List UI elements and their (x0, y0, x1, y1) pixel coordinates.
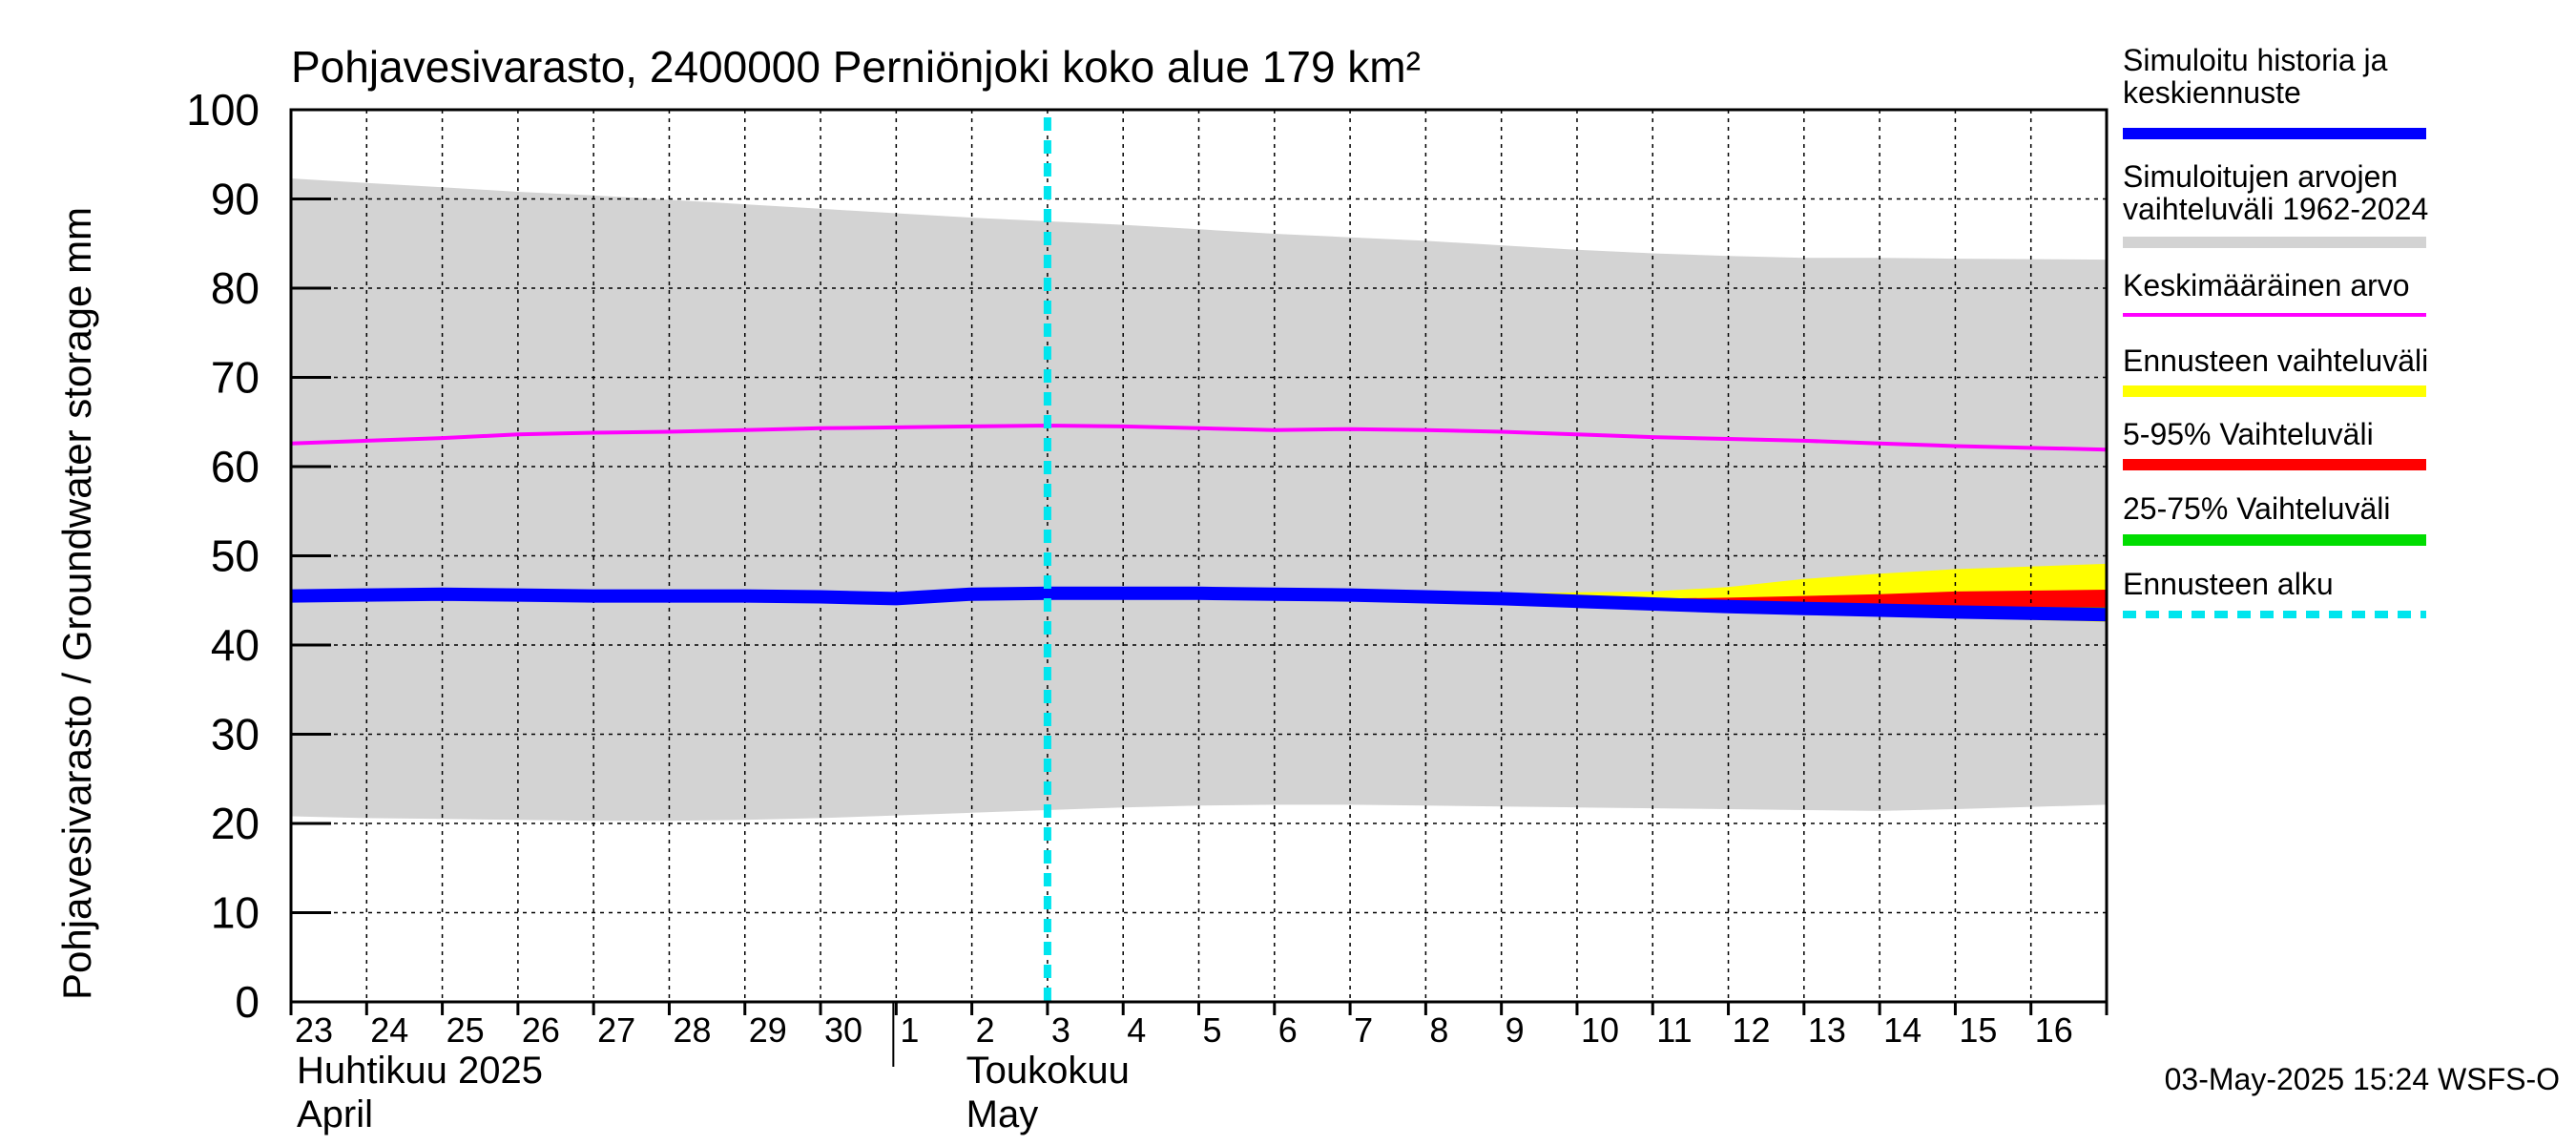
x-tick-label: 6 (1278, 1010, 1298, 1050)
line-layer (290, 117, 2108, 1002)
legend-label: Ennusteen alku (2123, 567, 2334, 601)
x-tick-label: 3 (1051, 1010, 1070, 1050)
x-tick-label: 9 (1506, 1010, 1525, 1050)
legend-label: 25-75% Vaihteluväli (2123, 491, 2390, 526)
x-tick-label: 10 (1581, 1010, 1619, 1050)
x-tick-label: 27 (597, 1010, 635, 1050)
y-tick-label: 80 (211, 263, 260, 313)
y-axis-label: Pohjavesivarasto / Groundwater storage m… (54, 207, 99, 1000)
legend-label: 5-95% Vaihteluväli (2123, 417, 2374, 451)
x-tick-label: 2 (976, 1010, 995, 1050)
x-tick-label: 8 (1429, 1010, 1448, 1050)
x-tick-label: 12 (1733, 1010, 1771, 1050)
x-tick-label: 25 (447, 1010, 485, 1050)
x-tick-label: 1 (900, 1010, 919, 1050)
x-tick-label: 7 (1354, 1010, 1373, 1050)
x-tick-label: 29 (749, 1010, 787, 1050)
month-label-line1: Huhtikuu 2025 (297, 1050, 543, 1092)
x-tick-label: 4 (1127, 1010, 1146, 1050)
x-tick-label: 28 (673, 1010, 711, 1050)
chart-title: Pohjavesivarasto, 2400000 Perniönjoki ko… (291, 42, 1421, 92)
y-tick-label: 30 (211, 710, 260, 760)
grid-layer (291, 110, 2107, 1002)
y-tick-label: 100 (186, 85, 260, 135)
x-tick-label: 5 (1203, 1010, 1222, 1050)
timestamp-label: 03-May-2025 15:24 WSFS-O (2165, 1062, 2560, 1096)
x-tick-label: 11 (1656, 1010, 1692, 1050)
x-tick-label: 16 (2035, 1010, 2073, 1050)
month-label-line1: Toukokuu (966, 1050, 1130, 1092)
x-tick-label: 24 (370, 1010, 408, 1050)
y-tick-label: 40 (211, 620, 260, 670)
y-tick-label: 50 (211, 531, 260, 581)
x-tick-label: 14 (1883, 1010, 1922, 1050)
month-label-line2: May (966, 1093, 1039, 1135)
legend-label: Keskimääräinen arvo (2123, 268, 2410, 302)
month-label-line2: April (297, 1093, 373, 1135)
legend-label: Simuloitu historia ja keskiennuste (2123, 43, 2388, 110)
y-tick-label: 70 (211, 353, 260, 403)
legend-label: Simuloitujen arvojen vaihteluväli 1962-20… (2123, 159, 2428, 226)
y-tick-label: 90 (211, 175, 260, 224)
y-tick-label: 10 (211, 888, 260, 938)
series-simuloitu-historia-ja-keskiennuste (290, 586, 2108, 622)
x-tick-label: 23 (295, 1010, 333, 1050)
legend-label: Ennusteen vaihteluväli (2123, 344, 2428, 378)
x-tick-label: 15 (1959, 1010, 1997, 1050)
x-tick-label: 26 (522, 1010, 560, 1050)
series-keskim-r-inen-arvo (290, 424, 2108, 452)
x-tick-label: 30 (824, 1010, 862, 1050)
y-tick-label: 20 (211, 799, 260, 848)
y-tick-label: 60 (211, 442, 260, 491)
y-tick-label: 0 (235, 977, 260, 1027)
x-tick-label: 13 (1808, 1010, 1846, 1050)
legend: Simuloitu historia ja keskiennuste Simuloi… (2123, 43, 2428, 618)
